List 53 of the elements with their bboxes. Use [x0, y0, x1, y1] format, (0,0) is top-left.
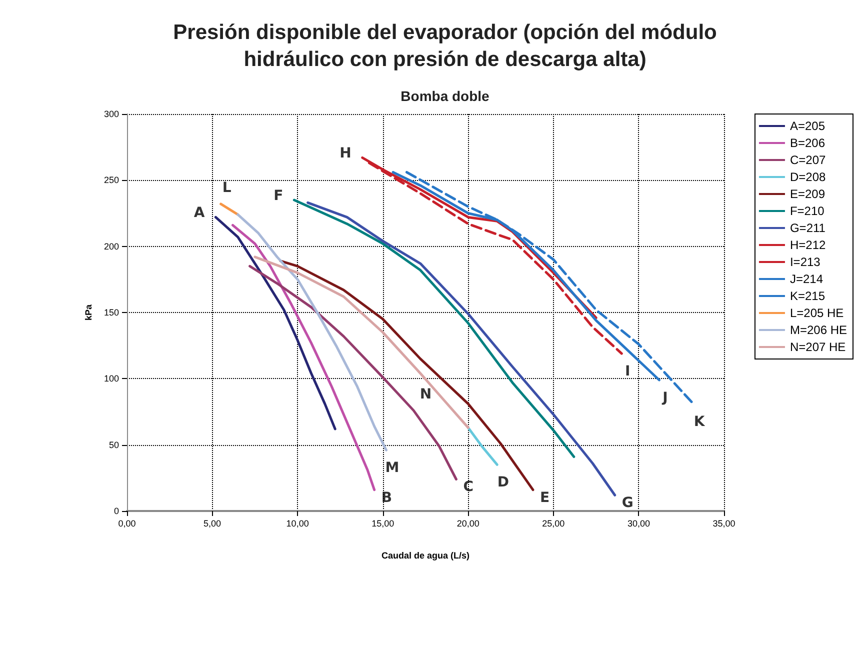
y-tick-label: 0: [114, 506, 119, 516]
line-series: [236, 213, 388, 452]
annotation: J: [662, 390, 668, 406]
legend-label: F=210: [790, 204, 825, 218]
line-series: [232, 224, 376, 492]
chart-title: Presión disponible del evaporador (opción del módulo hidráulico con presión de descarga alta): [173, 21, 717, 71]
annotation: H: [340, 146, 352, 162]
x-tick-label: 5,00: [204, 518, 222, 528]
line-series: [254, 256, 470, 429]
annotation: I: [625, 364, 630, 380]
legend-label: C=207: [790, 153, 826, 167]
legend-label: L=205 HE: [790, 306, 844, 320]
line-series: [248, 264, 458, 480]
y-axis-title: kPa: [84, 304, 94, 321]
legend-label: G=211: [790, 221, 826, 235]
x-tick-label: 25,00: [542, 518, 565, 528]
line-series: [214, 216, 336, 430]
legend-label: A=205: [790, 119, 826, 133]
x-tick-label: 15,00: [372, 518, 394, 528]
x-tick-label: 10,00: [286, 518, 309, 528]
y-tick-label: 150: [104, 308, 119, 318]
legend-label: I=213: [790, 255, 821, 269]
line-series: [279, 260, 534, 492]
y-tick-label: 200: [104, 241, 119, 252]
chart-subtitle: Bomba doble: [400, 88, 490, 104]
x-tick-label: 35,00: [712, 518, 736, 528]
x-tick-label: 30,00: [627, 518, 650, 528]
legend-label: E=209: [790, 187, 826, 201]
legend-label: M=206 HE: [790, 323, 847, 337]
annotation: C: [463, 479, 474, 496]
legend-label: D=208: [790, 170, 826, 184]
legend-label: J=214: [790, 272, 824, 286]
annotation: G: [622, 495, 634, 512]
y-tick-label: 300: [104, 109, 119, 119]
x-tick-label: 20,00: [456, 518, 480, 528]
annotation: A: [194, 205, 205, 222]
annotation: F: [274, 188, 284, 204]
y-tick-label: 250: [104, 175, 119, 186]
legend-label: H=212: [790, 238, 826, 252]
x-tick-label: 0,00: [118, 518, 136, 528]
annotation: L: [222, 180, 232, 196]
annotation: D: [497, 474, 509, 491]
y-tick-label: 50: [108, 440, 119, 450]
legend-label: B=206: [790, 136, 826, 150]
annotation: E: [540, 490, 550, 506]
legend-label: K=215: [790, 289, 826, 303]
annotation: K: [694, 414, 706, 430]
x-axis-title: Caudal de agua (L/s): [381, 550, 470, 560]
line-series: [292, 198, 576, 458]
y-tick-label: 100: [104, 374, 119, 384]
legend-label: N=207 HE: [790, 340, 846, 354]
annotation: N: [420, 386, 432, 403]
annotation: M: [385, 460, 400, 476]
